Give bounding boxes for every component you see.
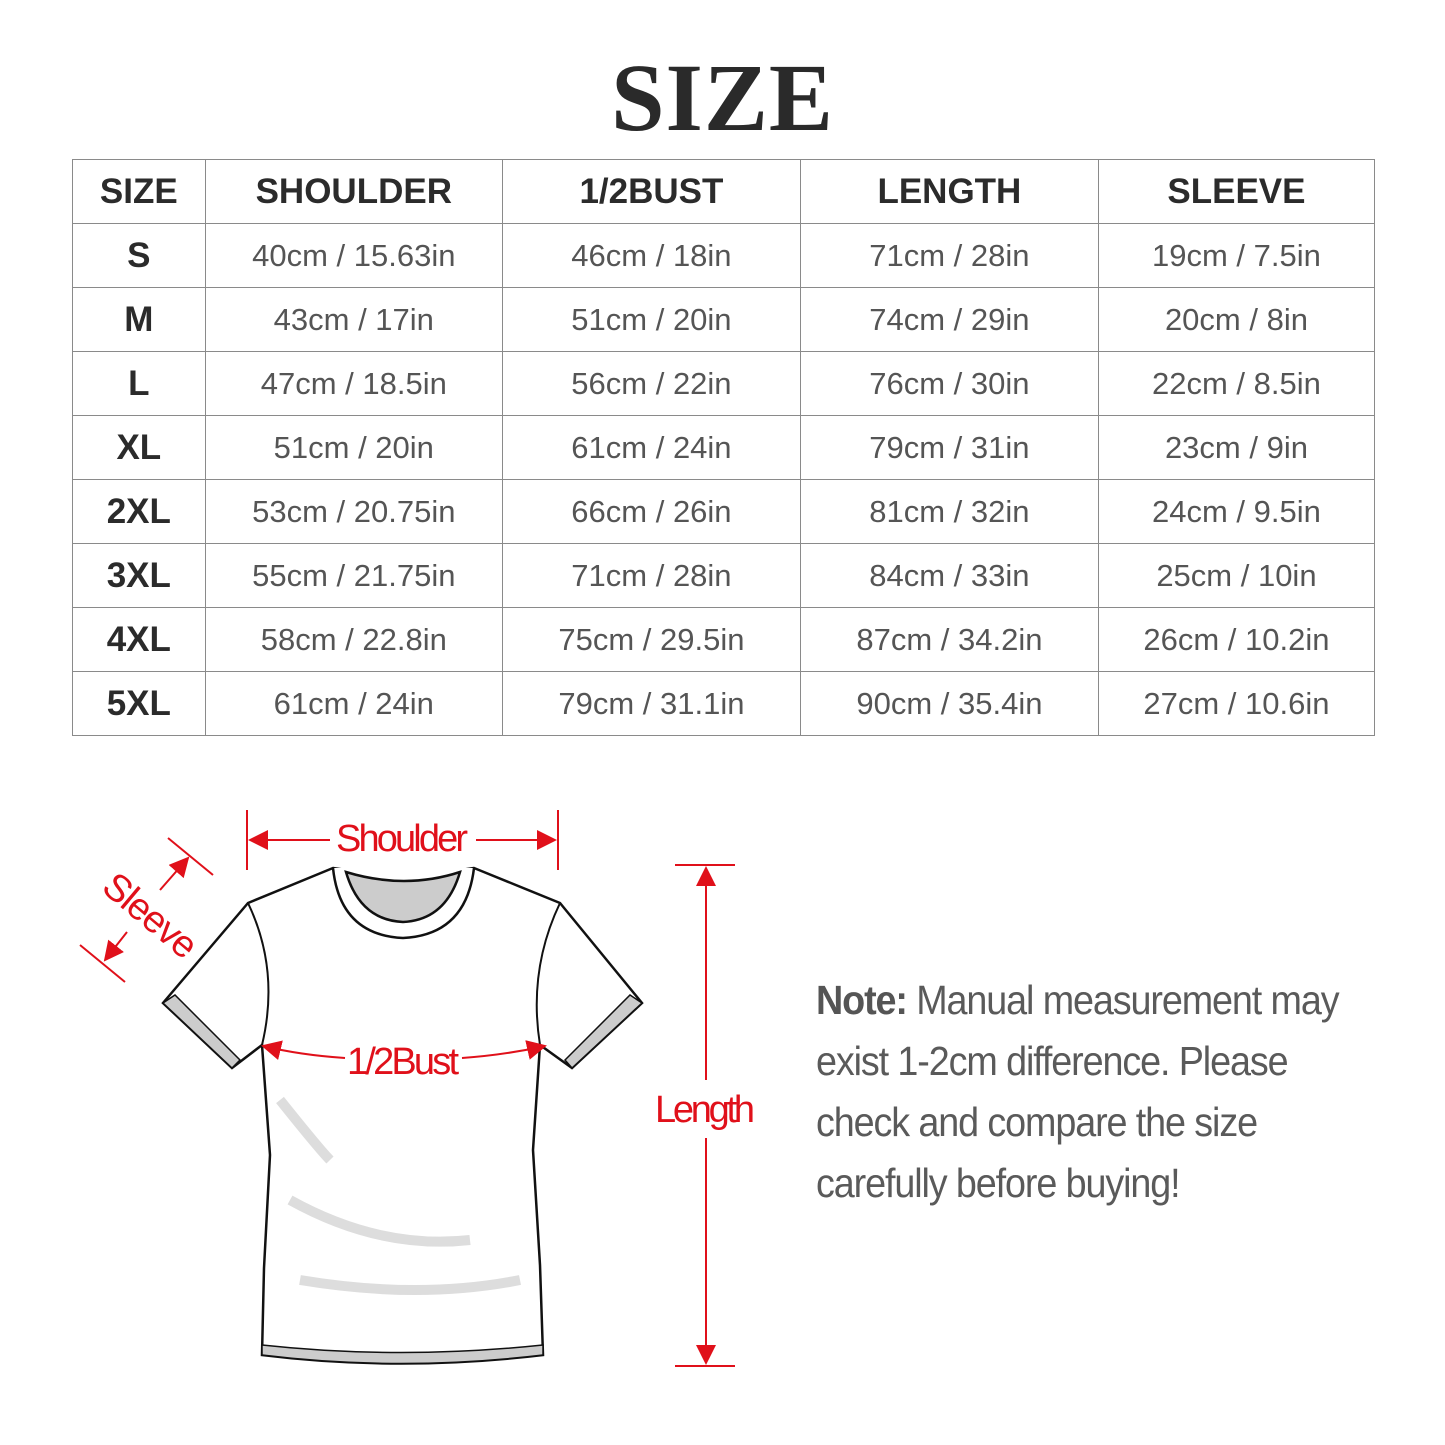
page-title: SIZE: [611, 44, 834, 151]
size-cell: 4XL: [72, 607, 206, 672]
measurement-cell: 66cm / 26in: [501, 479, 801, 544]
measurement-cell: 79cm / 31in: [799, 415, 1099, 480]
tshirt-illustration: [161, 866, 644, 1365]
measurement-cell: 79cm / 31.1in: [501, 671, 801, 736]
table-header-row: SIZE SHOULDER 1/2BUST LENGTH SLEEVE: [72, 159, 1376, 224]
measurement-cell: 43cm / 17in: [204, 287, 503, 352]
measurement-cell: 25cm / 10in: [1097, 543, 1376, 608]
bust-label: 1/2Bust: [347, 1041, 459, 1083]
measurement-cell: 61cm / 24in: [501, 415, 801, 480]
table-row: 3XL 55cm / 21.75in 71cm / 28in 84cm / 33in 2…: [72, 543, 1376, 608]
size-cell: 2XL: [72, 479, 206, 544]
sleeve-arrow-top: [159, 856, 190, 891]
table-row: 2XL 53cm / 20.75in 66cm / 26in 81cm / 32in 2…: [72, 479, 1376, 544]
measurement-cell: 20cm / 8in: [1097, 287, 1376, 352]
measurement-cell: 24cm / 9.5in: [1097, 479, 1376, 544]
note-label: Note:: [816, 977, 908, 1023]
length-label: Length: [655, 1089, 755, 1131]
bust-arrow-right: [461, 1040, 547, 1060]
measurement-cell: 75cm / 29.5in: [501, 607, 801, 672]
column-header-size: SIZE: [72, 159, 206, 224]
measurement-cell: 47cm / 18.5in: [204, 351, 503, 416]
measurement-cell: 74cm / 29in: [799, 287, 1099, 352]
sleeve-tick-bottom: [79, 944, 126, 983]
measurement-cell: 40cm / 15.63in: [204, 223, 503, 288]
table-row: M 43cm / 17in 51cm / 20in 74cm / 29in 20cm /…: [72, 287, 1376, 352]
column-header-length: LENGTH: [799, 159, 1099, 224]
table-row: L 47cm / 18.5in 56cm / 22in 76cm / 30in 22cm…: [72, 351, 1376, 416]
measurement-cell: 84cm / 33in: [799, 543, 1099, 608]
column-header-sleeve: SLEEVE: [1097, 159, 1376, 224]
note-body: Manual measurement may exist 1-2cm diffe…: [816, 977, 1340, 1206]
size-cell: S: [72, 223, 206, 288]
shoulder-label: Shoulder: [336, 818, 468, 860]
note-text: Note: Manual measurement may exist 1-2cm…: [816, 970, 1350, 1214]
measurement-cell: 53cm / 20.75in: [204, 479, 503, 544]
measurement-cell: 55cm / 21.75in: [204, 543, 503, 608]
measurement-cell: 26cm / 10.2in: [1097, 607, 1376, 672]
measurement-cell: 56cm / 22in: [501, 351, 801, 416]
size-cell: L: [72, 351, 206, 416]
measurement-cell: 61cm / 24in: [204, 671, 503, 736]
sleeve-arrow-bottom: [103, 931, 128, 962]
bust-arrow-left: [261, 1040, 346, 1060]
size-cell: 5XL: [72, 671, 206, 736]
measurement-cell: 27cm / 10.6in: [1097, 671, 1376, 736]
measurement-cell: 58cm / 22.8in: [204, 607, 503, 672]
measurement-cell: 76cm / 30in: [799, 351, 1099, 416]
measurement-cell: 51cm / 20in: [204, 415, 503, 480]
size-cell: M: [72, 287, 206, 352]
column-header-12bust: 1/2BUST: [501, 159, 801, 224]
measurement-cell: 90cm / 35.4in: [799, 671, 1099, 736]
measurement-cell: 22cm / 8.5in: [1097, 351, 1376, 416]
table-row: 5XL 61cm / 24in 79cm / 31.1in 90cm / 35.4in…: [72, 671, 1376, 736]
size-cell: 3XL: [72, 543, 206, 608]
size-table: SIZE SHOULDER 1/2BUST LENGTH SLEEVE S 40cm / …: [72, 159, 1376, 736]
sleeve-tick-top: [167, 837, 214, 876]
measurement-cell: 46cm / 18in: [501, 223, 801, 288]
measurement-cell: 51cm / 20in: [501, 287, 801, 352]
table-row: S 40cm / 15.63in 46cm / 18in 71cm / 28in 19c…: [72, 223, 1376, 288]
measurement-cell: 71cm / 28in: [501, 543, 801, 608]
measurement-cell: 81cm / 32in: [799, 479, 1099, 544]
measurement-cell: 19cm / 7.5in: [1097, 223, 1376, 288]
measurement-cell: 23cm / 9in: [1097, 415, 1376, 480]
table-row: XL 51cm / 20in 61cm / 24in 79cm / 31in 23cm …: [72, 415, 1376, 480]
